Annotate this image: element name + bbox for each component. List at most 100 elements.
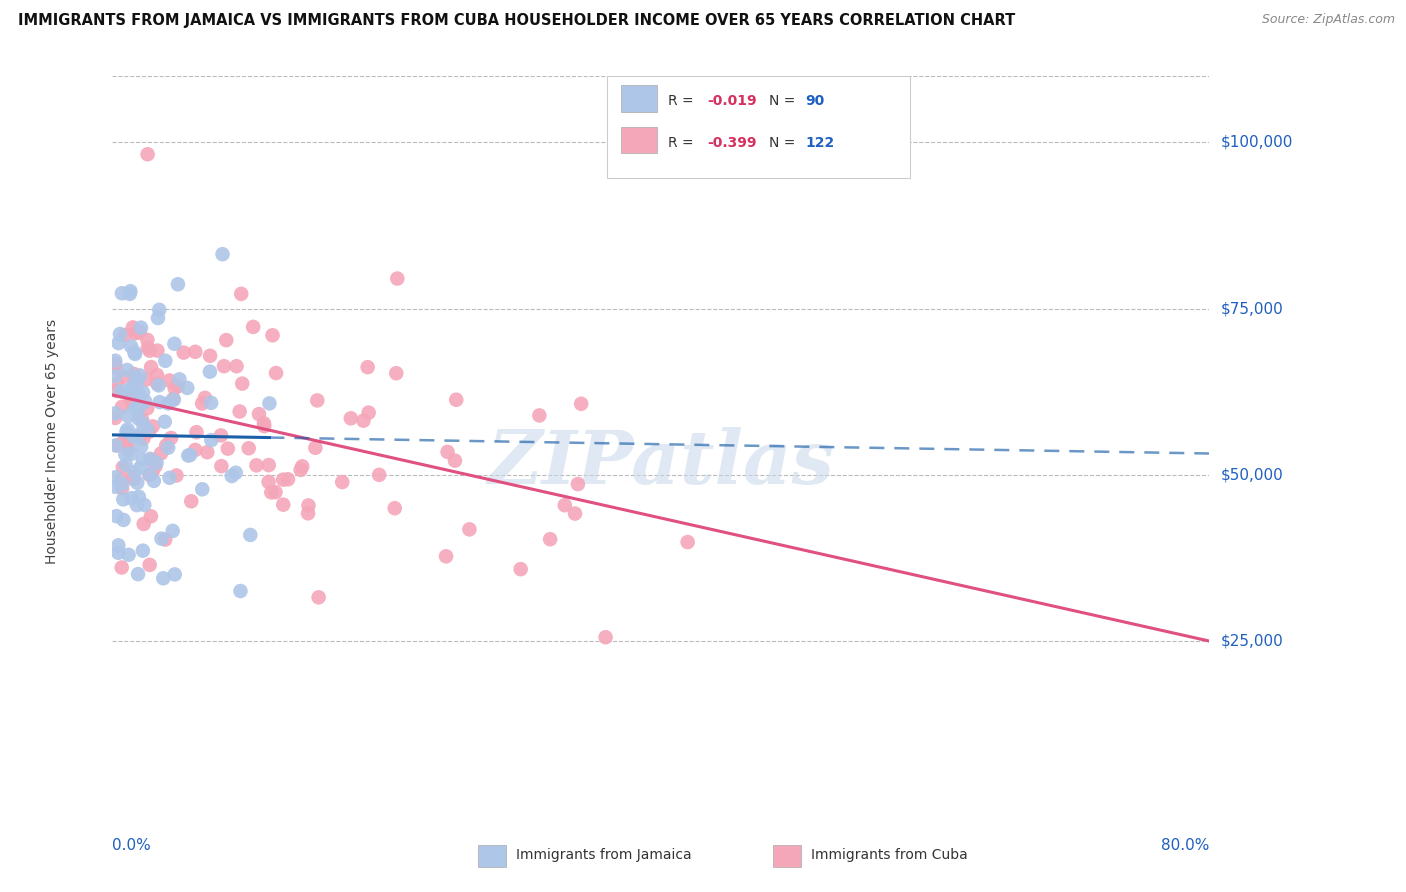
Point <box>104 438 127 452</box>
Point <box>138 467 160 481</box>
Point <box>141 452 163 467</box>
Point <box>231 376 253 391</box>
Point <box>141 465 163 479</box>
Point <box>385 366 408 380</box>
Point <box>120 391 142 405</box>
Point <box>132 385 155 400</box>
Point <box>262 328 284 343</box>
Point <box>163 392 186 407</box>
Point <box>153 415 176 429</box>
Point <box>128 368 150 383</box>
Point <box>297 506 319 520</box>
Point <box>111 460 134 475</box>
Point <box>165 468 187 483</box>
Point <box>162 392 184 406</box>
Point <box>132 543 155 558</box>
Point <box>128 326 150 340</box>
Point <box>127 428 149 442</box>
Point <box>121 447 143 461</box>
Point <box>159 471 181 485</box>
Point <box>132 453 155 467</box>
Point <box>308 591 330 605</box>
Point <box>118 286 141 301</box>
Point <box>264 485 287 500</box>
Point <box>117 422 139 436</box>
Point <box>132 516 155 531</box>
Point <box>198 349 221 363</box>
Point <box>115 425 138 439</box>
Point <box>221 469 243 483</box>
Point <box>239 528 262 542</box>
Point <box>104 470 127 484</box>
Point <box>146 368 169 382</box>
Point <box>108 326 131 341</box>
Point <box>142 453 165 467</box>
Point <box>195 445 218 459</box>
Point <box>104 357 127 371</box>
Point <box>149 395 172 409</box>
Point <box>264 366 287 380</box>
Point <box>117 442 139 457</box>
Point <box>138 425 160 439</box>
Point <box>142 474 165 488</box>
Text: 122: 122 <box>806 136 835 150</box>
Point <box>259 396 281 410</box>
Point <box>136 147 159 161</box>
Point <box>114 328 136 343</box>
Point <box>184 442 207 457</box>
Point <box>111 400 134 414</box>
Point <box>104 369 127 384</box>
Point <box>155 533 177 547</box>
Point <box>114 447 136 461</box>
Point <box>104 406 127 420</box>
Point <box>105 384 128 398</box>
Point <box>136 401 159 416</box>
Point <box>131 426 153 441</box>
Point <box>160 431 183 445</box>
Point <box>111 560 134 574</box>
Point <box>162 524 184 538</box>
Point <box>104 480 127 494</box>
Point <box>148 378 170 392</box>
Point <box>257 475 280 489</box>
Point <box>132 432 155 446</box>
Point <box>260 485 283 500</box>
Point <box>146 310 169 325</box>
Point <box>107 336 129 351</box>
Point <box>139 509 162 524</box>
Point <box>124 430 146 444</box>
Point <box>169 372 191 386</box>
Point <box>128 400 150 414</box>
Point <box>121 380 143 394</box>
Text: N =: N = <box>769 136 800 150</box>
Text: $50,000: $50,000 <box>1220 467 1284 483</box>
Point <box>105 438 128 452</box>
Point <box>138 558 160 572</box>
Point <box>356 360 378 375</box>
Point <box>434 549 457 564</box>
Point <box>167 379 190 393</box>
Point <box>167 277 190 292</box>
Point <box>104 360 127 375</box>
Point <box>139 451 162 466</box>
Point <box>564 507 586 521</box>
Point <box>128 325 150 339</box>
Point <box>538 532 561 546</box>
Point <box>163 381 186 395</box>
Point <box>122 367 145 381</box>
Text: $25,000: $25,000 <box>1220 633 1284 648</box>
Point <box>124 345 146 359</box>
Point <box>277 472 299 486</box>
Text: 90: 90 <box>806 94 825 108</box>
Point <box>121 470 143 484</box>
Point <box>129 320 152 334</box>
Point <box>148 302 170 317</box>
Point <box>253 419 276 434</box>
Point <box>186 425 208 439</box>
Point <box>307 393 329 408</box>
Point <box>136 333 159 347</box>
Point <box>136 423 159 437</box>
Point <box>110 384 132 399</box>
Point <box>134 394 156 409</box>
Point <box>209 428 232 442</box>
